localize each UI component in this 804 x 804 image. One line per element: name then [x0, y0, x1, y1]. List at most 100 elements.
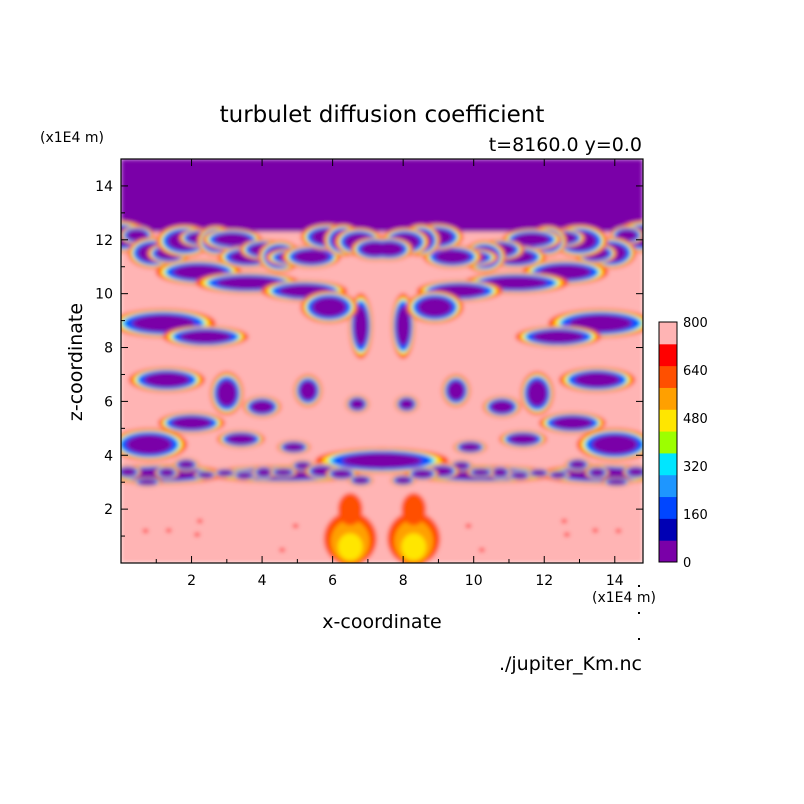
contour-blob: [199, 472, 213, 478]
contour-blob: [454, 462, 469, 470]
contour-blob: [435, 249, 470, 264]
y-tick-label: 8: [104, 341, 113, 357]
contour-blob: [279, 548, 285, 552]
y-tick-label: 6: [104, 394, 113, 410]
contour-blob: [592, 434, 638, 455]
contour-blob: [564, 532, 570, 537]
contour-blob: [142, 529, 149, 533]
contour-blob: [165, 528, 172, 533]
contour-blob: [214, 233, 250, 246]
contour-blob: [126, 434, 172, 455]
contour-blob: [401, 492, 427, 526]
x-axis: 2 4 6 8 10 12 14: [155, 159, 624, 589]
x-tick-label: 6: [328, 573, 337, 589]
x-tick-label: 2: [187, 573, 196, 589]
contour-blob: [178, 460, 194, 469]
contour-blob: [396, 306, 411, 346]
contour-blob: [216, 276, 280, 290]
contour-blob: [337, 492, 363, 526]
contour-blob: [194, 532, 200, 537]
colorbar-swatch: [659, 474, 677, 498]
y-tick-label: 2: [104, 502, 113, 518]
contour-blob: [180, 330, 232, 344]
contour-blob: [312, 297, 347, 317]
contour-blob: [171, 416, 212, 430]
contour-blob: [417, 297, 452, 317]
contour-blob: [484, 276, 548, 290]
contour-blob: [132, 314, 195, 332]
contour-blob: [399, 398, 414, 410]
colorbar-swatch: [659, 452, 677, 476]
x-tick-label: 10: [465, 573, 483, 589]
contour-blob: [138, 479, 156, 485]
contour-blob: [294, 249, 329, 264]
contour-blob: [608, 479, 626, 485]
y-tick-label: 12: [95, 233, 113, 249]
contour-blob: [447, 380, 465, 401]
contour-blob: [570, 460, 586, 469]
contour-blob: [159, 468, 174, 477]
marker-dots: [638, 585, 640, 640]
contour-blob: [401, 533, 427, 561]
contour-blob: [569, 314, 632, 332]
x-unit-label: (x1E4 m): [592, 590, 656, 606]
colorbar: 0 160 320 480 640 800: [658, 316, 708, 571]
x-tick-label: 8: [399, 573, 408, 589]
contour-blob: [493, 468, 507, 477]
colorbar-label: 0: [683, 556, 691, 571]
contour-blob: [299, 380, 317, 401]
contour-blob: [395, 476, 411, 484]
colorbar-swatch: [659, 365, 677, 388]
chart-title: turbulet diffusion coefficient: [220, 102, 545, 128]
y-axis: 2 4 6 8 10 12 14: [95, 179, 643, 537]
contour-blob: [374, 242, 404, 257]
colorbar-swatch: [659, 431, 677, 454]
contour-blob: [514, 233, 550, 246]
contour-blob: [257, 468, 271, 477]
contour-blob: [479, 548, 485, 552]
x-axis-label: x-coordinate: [322, 611, 441, 633]
y-axis-label: z-coordinate: [65, 303, 87, 421]
contour-blob: [283, 442, 304, 452]
contour-blob: [196, 519, 203, 523]
contour-blob: [337, 533, 363, 561]
contour-blob: [292, 524, 299, 528]
colorbar-label: 160: [683, 508, 708, 523]
y-tick-label: 10: [95, 287, 113, 303]
contour-blob: [512, 472, 527, 479]
contour-blob: [218, 470, 232, 476]
x-tick-label: 14: [606, 573, 624, 589]
top-low-band: [121, 159, 643, 232]
colorbar-label: 480: [683, 412, 708, 427]
contour-blob: [472, 469, 489, 476]
contour-blob: [532, 330, 584, 344]
colorbar-frame: [658, 321, 678, 563]
colorbar-label: 640: [683, 364, 708, 379]
y-unit-label: (x1E4 m): [40, 130, 104, 146]
plot-frame: [120, 158, 644, 564]
contour-blob: [551, 472, 565, 478]
colorbar-label: 800: [683, 316, 708, 331]
contour-blob: [126, 229, 147, 241]
contour-blob: [508, 433, 538, 445]
contour-blob: [295, 462, 310, 470]
colorbar-swatch: [659, 322, 677, 345]
colorbar-swatch: [659, 496, 677, 519]
x-tick-label: 12: [535, 573, 553, 589]
contour-blob: [121, 467, 136, 477]
contour-blob: [628, 467, 643, 477]
y-tick-label: 14: [95, 179, 113, 195]
contour-blob: [615, 529, 622, 533]
contour-blob: [250, 400, 274, 414]
source-label: ./jupiter_Km.nc: [499, 653, 642, 675]
contour-blob: [237, 472, 252, 479]
contour-blob: [226, 433, 256, 445]
contour-blob: [353, 476, 369, 484]
contour-blob: [590, 468, 605, 477]
contour-blob: [574, 372, 620, 388]
y-tick-label: 4: [104, 448, 113, 464]
x-tick-label: 4: [258, 573, 267, 589]
contour-blob: [353, 306, 368, 346]
contour-blob: [532, 470, 546, 476]
